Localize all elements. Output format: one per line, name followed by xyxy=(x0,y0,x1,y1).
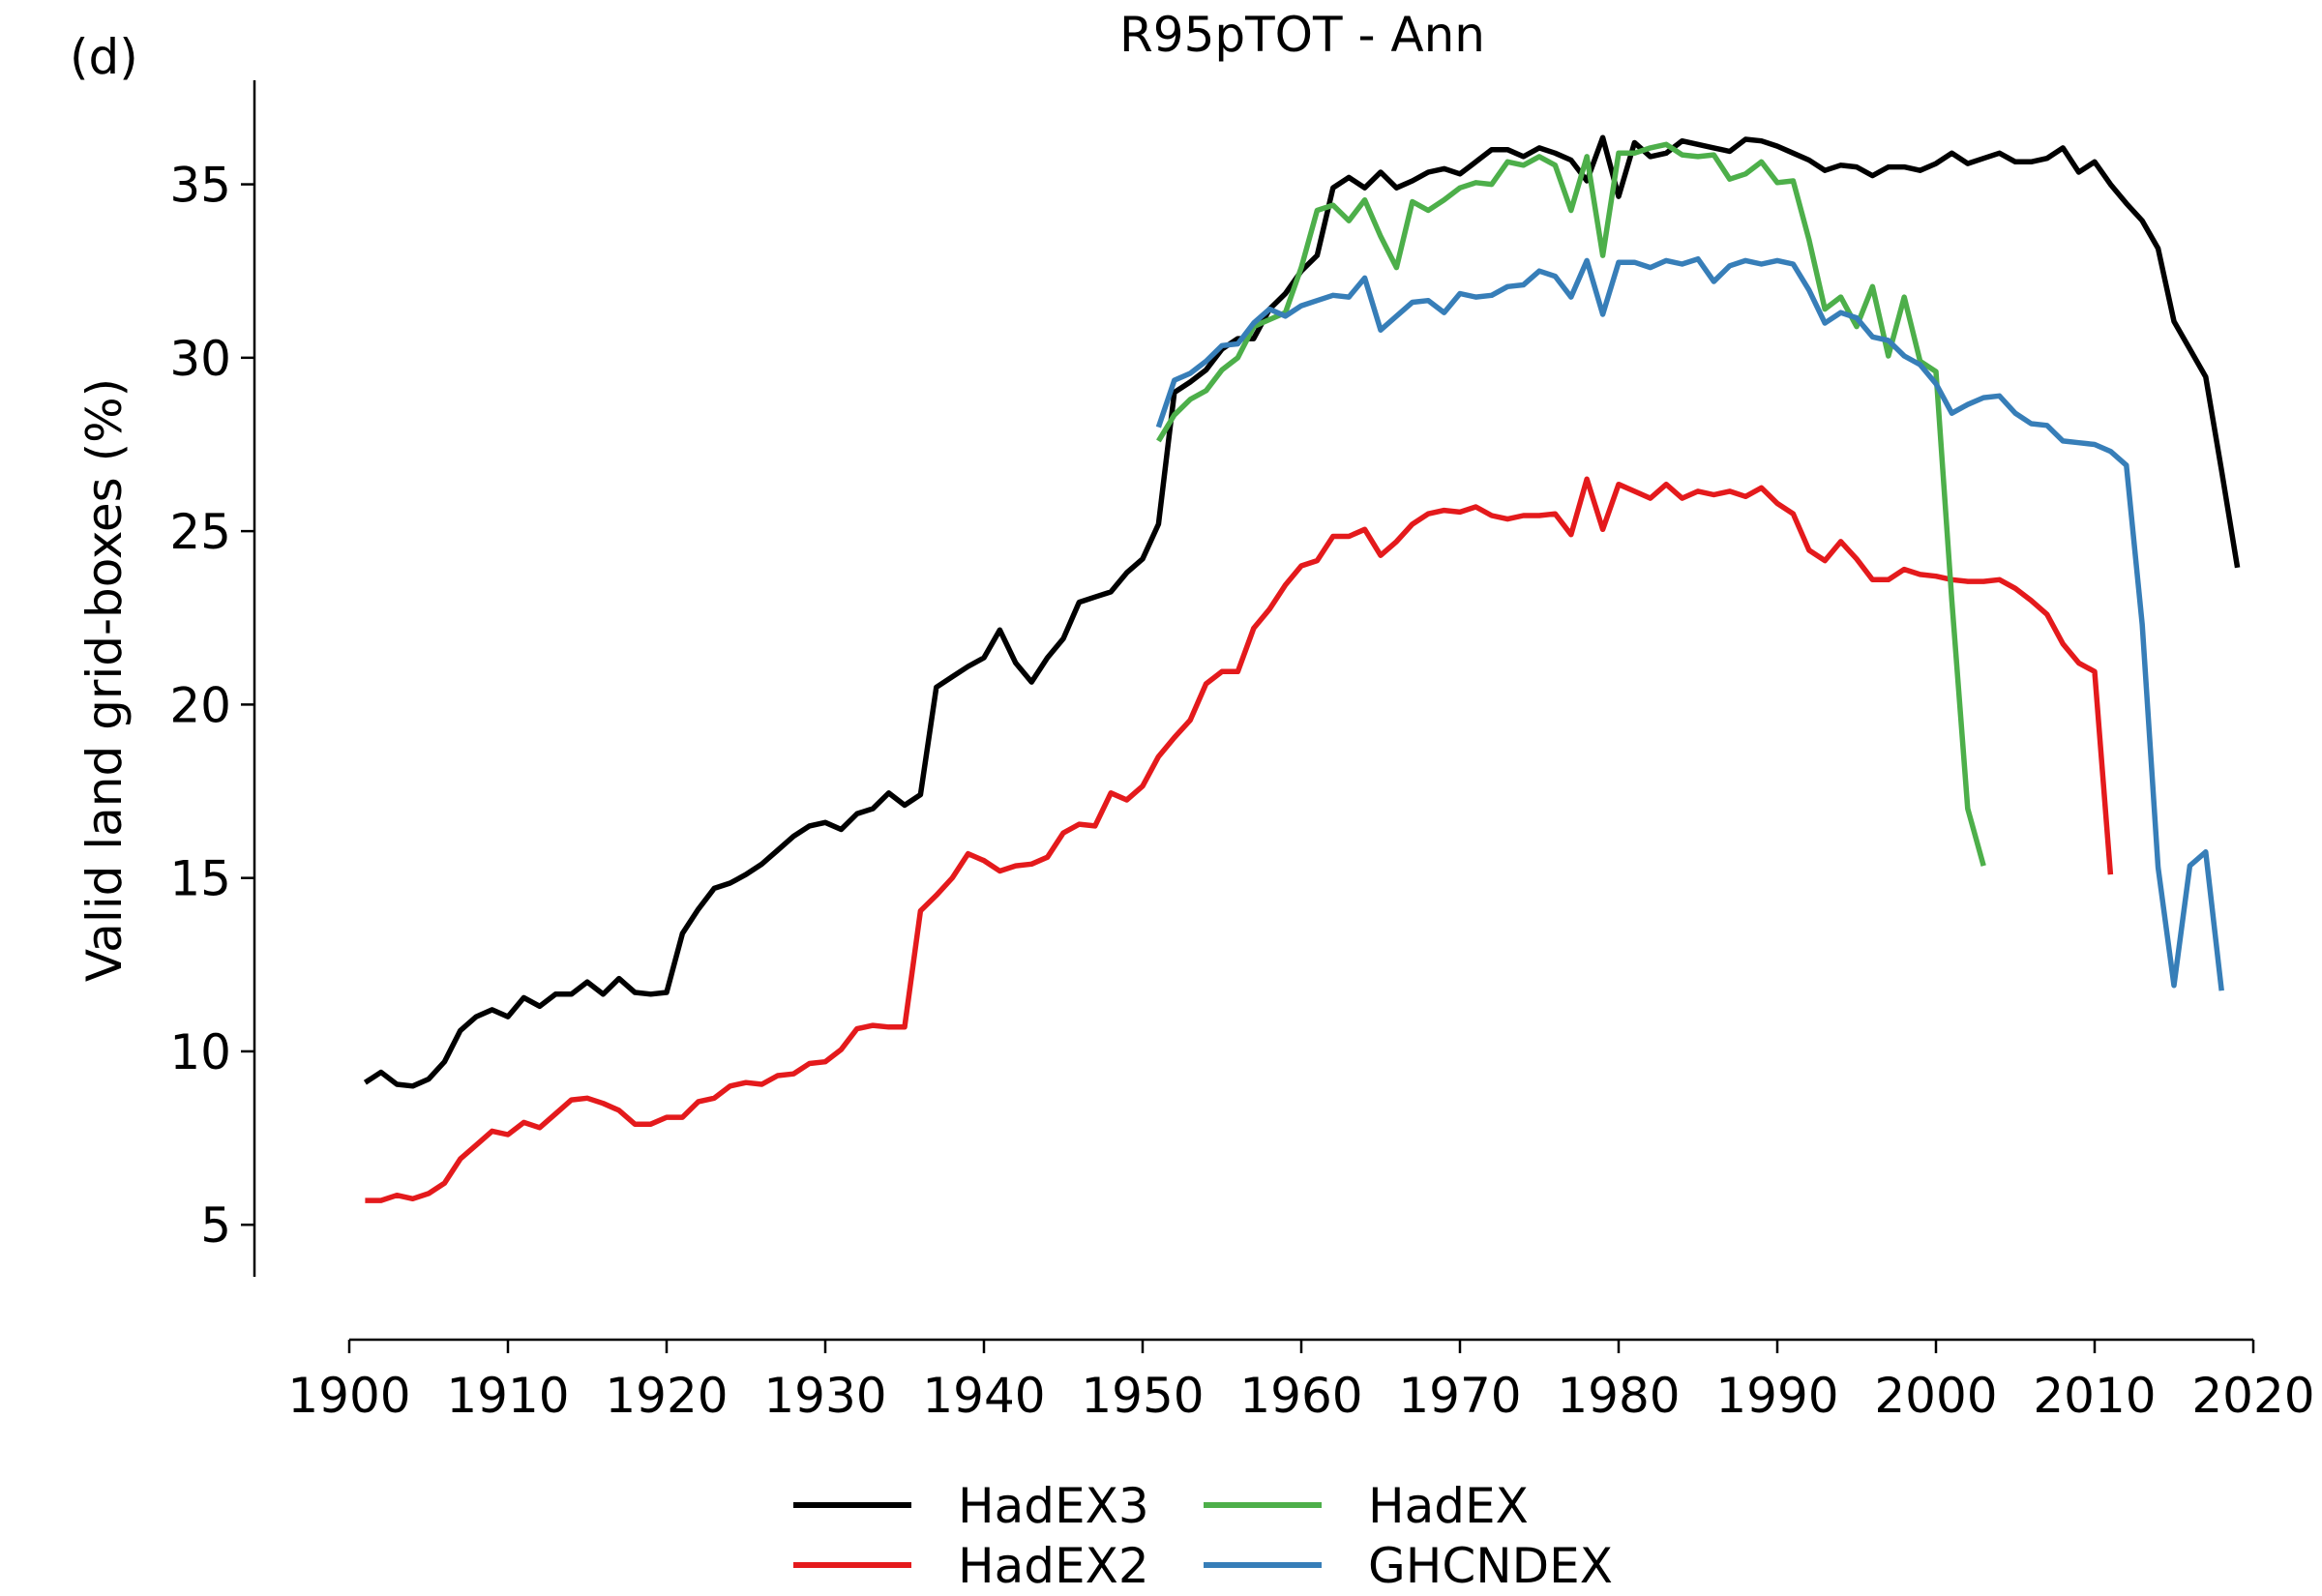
legend-label: HadEX3 xyxy=(958,1478,1149,1534)
y-tick-label: 30 xyxy=(169,331,231,387)
legend-item-hadex3: HadEX3 xyxy=(793,1478,1149,1534)
x-tick-label: 2020 xyxy=(2191,1368,2314,1424)
x-tick-label: 1920 xyxy=(605,1368,728,1424)
y-tick-label: 35 xyxy=(169,158,231,214)
x-tick-label: 1960 xyxy=(1239,1368,1362,1424)
x-tick-label: 1990 xyxy=(1715,1368,1838,1424)
chart-title: R95pTOT - Ann xyxy=(1119,7,1485,63)
plot-lines xyxy=(363,134,2241,1203)
series-line-hadex3 xyxy=(363,134,2241,1089)
x-tick-label: 1970 xyxy=(1398,1368,1521,1424)
y-tick-label: 10 xyxy=(169,1024,231,1080)
series-line-hadex2 xyxy=(365,476,2114,1203)
x-tick-label: 2010 xyxy=(2033,1368,2156,1424)
y-tick-label: 25 xyxy=(169,504,231,560)
x-axis: 1900 1910 1920 1930 1940 1950 1960 1970 1980 1990… xyxy=(287,1338,2315,1424)
y-tick-label: 5 xyxy=(200,1197,231,1254)
y-tick-label: 15 xyxy=(169,851,231,907)
x-tick-label: 1980 xyxy=(1557,1368,1680,1424)
x-tick-label: 2000 xyxy=(1874,1368,1997,1424)
legend-item-hadex: HadEX xyxy=(1204,1478,1529,1534)
x-tick-label: 1940 xyxy=(922,1368,1045,1424)
legend-item-ghcndex: GHCNDEX xyxy=(1204,1538,1613,1594)
x-tick-label: 1950 xyxy=(1081,1368,1204,1424)
y-tick-label: 20 xyxy=(169,677,231,733)
y-axis: 5 10 15 20 25 30 35 xyxy=(169,80,256,1277)
legend-item-hadex2: HadEX2 xyxy=(793,1538,1149,1594)
x-tick-label: 1900 xyxy=(287,1368,410,1424)
x-tick-label: 1910 xyxy=(446,1368,569,1424)
legend-label: GHCNDEX xyxy=(1368,1538,1613,1594)
y-axis-label: Valid land grid-boxes (%) xyxy=(76,378,133,982)
x-tick-label: 1930 xyxy=(763,1368,886,1424)
series-line-ghcndex xyxy=(1155,255,2224,991)
series-line-hadex xyxy=(1156,141,1986,867)
panel-label: (d) xyxy=(70,29,138,85)
legend-label: HadEX2 xyxy=(958,1538,1149,1594)
legend-label: HadEX xyxy=(1368,1478,1529,1534)
